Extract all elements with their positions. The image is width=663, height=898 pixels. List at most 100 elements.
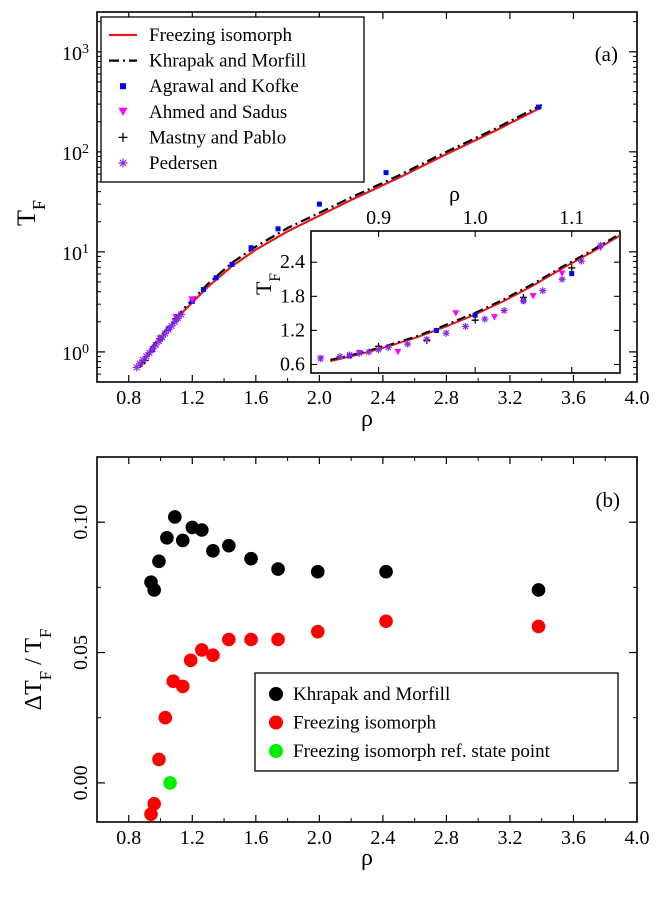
- x-tick-label: 1.6: [243, 387, 268, 409]
- inset-data-point: [355, 349, 363, 357]
- inset-y-tick-label: 0.6: [280, 353, 305, 375]
- inset-series-pedersen: [317, 241, 605, 363]
- data-point: [147, 796, 161, 811]
- legend-item: Khrapak and Morfill: [269, 684, 450, 705]
- x-tick-label: 0.8: [116, 387, 141, 409]
- inset-data-point: [434, 327, 440, 333]
- data-point: [151, 341, 160, 350]
- legend-item: Ahmed and Sadus: [118, 102, 287, 123]
- legend-item: Freezing isomorph: [109, 25, 293, 46]
- inset-x-axis-title: ρ: [449, 181, 460, 206]
- series-line: [138, 103, 543, 368]
- data-point: [175, 679, 190, 694]
- y-tick-label: 0.05: [70, 635, 92, 670]
- data-point: [167, 321, 176, 330]
- data-point: [174, 314, 182, 323]
- inset-data-point: [577, 257, 585, 265]
- data-point: [132, 363, 141, 372]
- legend-box: [254, 672, 619, 772]
- data-point: [160, 531, 174, 545]
- legend-label: Mastny and Pablo: [149, 127, 286, 148]
- inset-data-point: [423, 335, 431, 343]
- data-point: [383, 170, 389, 176]
- legend-swatch: [269, 687, 283, 701]
- inset-data-point: [346, 351, 354, 359]
- y-tick-label: 101: [62, 241, 89, 265]
- data-point: [310, 564, 325, 579]
- data-point: [177, 310, 186, 319]
- data-point: [271, 562, 285, 576]
- data-point: [531, 619, 546, 634]
- legend-swatch: [118, 158, 128, 168]
- data-point: [135, 359, 144, 368]
- legend-box: [100, 16, 365, 183]
- inset-data-point: [317, 355, 325, 363]
- data-point: [145, 348, 154, 357]
- x-tick-label: 3.6: [561, 387, 586, 409]
- data-point: [175, 533, 190, 548]
- data-point: [248, 245, 254, 251]
- legend-item: Freezing isomorph ref. state point: [269, 741, 551, 762]
- y-tick-label: 0.00: [70, 765, 92, 800]
- inset-y-axis-title: TF: [251, 273, 284, 295]
- inset-data-point: [462, 322, 469, 330]
- legend-swatch: [120, 83, 126, 90]
- x-tick-label: 3.6: [561, 827, 586, 849]
- y-tick-label: 0.10: [70, 505, 92, 540]
- panel-label: (a): [595, 42, 618, 66]
- data-point: [142, 352, 151, 361]
- data-point: [152, 752, 166, 767]
- x-tick-label: 1.6: [243, 827, 268, 849]
- data-point: [147, 583, 161, 597]
- legend-label: Freezing isomorph: [293, 713, 437, 734]
- panel-a: 0.8 1.2 1.6 2.0 2.4 2.8 3.2 3.6 4.0 100 101 102 103 ρ…: [12, 11, 650, 432]
- x-tick-label: 2.4: [370, 387, 395, 409]
- inset-data-point: [404, 340, 412, 348]
- series-khrapak-and-morfill: [138, 103, 543, 368]
- inset-chart: 0.9 1.0 1.1 0.6 1.2 1.8 2.4 ρ TF: [251, 181, 621, 375]
- data-point: [188, 296, 197, 304]
- inset-x-tick-label: 1.0: [463, 207, 488, 229]
- data-point: [531, 583, 546, 597]
- inset-data-point: [558, 275, 566, 283]
- data-point: [244, 551, 258, 566]
- x-tick-label: 0.8: [116, 827, 141, 849]
- plot-frame: [96, 456, 638, 823]
- inset-frame: [310, 230, 621, 374]
- x-tick-label: 2.4: [370, 827, 395, 849]
- legend-label: Freezing isomorph ref. state point: [293, 741, 551, 762]
- inset-data-point: [375, 346, 383, 354]
- data-point: [170, 317, 179, 326]
- series-khrapak-and-morfill: [144, 510, 546, 597]
- data-point: [195, 523, 209, 537]
- plot-frame: [96, 11, 638, 383]
- legend-label: Pedersen: [149, 153, 218, 174]
- data-point: [195, 643, 209, 657]
- data-point: [163, 776, 177, 790]
- data-point: [158, 333, 167, 342]
- y-tick-label: 103: [62, 41, 89, 65]
- inset-x-tick-label: 0.9: [366, 207, 391, 229]
- inset-data-point: [336, 353, 344, 361]
- x-tick-label: 3.2: [497, 387, 522, 409]
- series-freezing-isomorph-ref-state-point: [163, 776, 177, 790]
- legend-item: Freezing isomorph: [269, 713, 437, 734]
- data-point: [379, 564, 393, 579]
- inset-data-point: [365, 348, 373, 356]
- inset-data-point: [519, 297, 527, 305]
- legend-item: Agrawal and Kofke: [120, 76, 299, 97]
- data-point: [229, 261, 235, 267]
- data-point: [161, 329, 170, 338]
- data-point: [148, 344, 157, 353]
- x-tick-label: 4.0: [625, 827, 650, 849]
- legend-swatch: [269, 744, 283, 758]
- x-tick-label: 2.0: [307, 387, 332, 409]
- legend: Khrapak and Morfill Freezing isomorph Free…: [254, 672, 619, 772]
- inset-y-tick-label: 2.4: [280, 251, 305, 273]
- y-tick-label: 102: [62, 141, 89, 165]
- legend-item: Khrapak and Morfill: [109, 51, 306, 72]
- data-point: [164, 325, 173, 334]
- y-axis-title: ΔTF / TF: [21, 629, 55, 711]
- inset-x-tick-label: 1.1: [559, 207, 584, 229]
- inset-data-point: [471, 316, 479, 324]
